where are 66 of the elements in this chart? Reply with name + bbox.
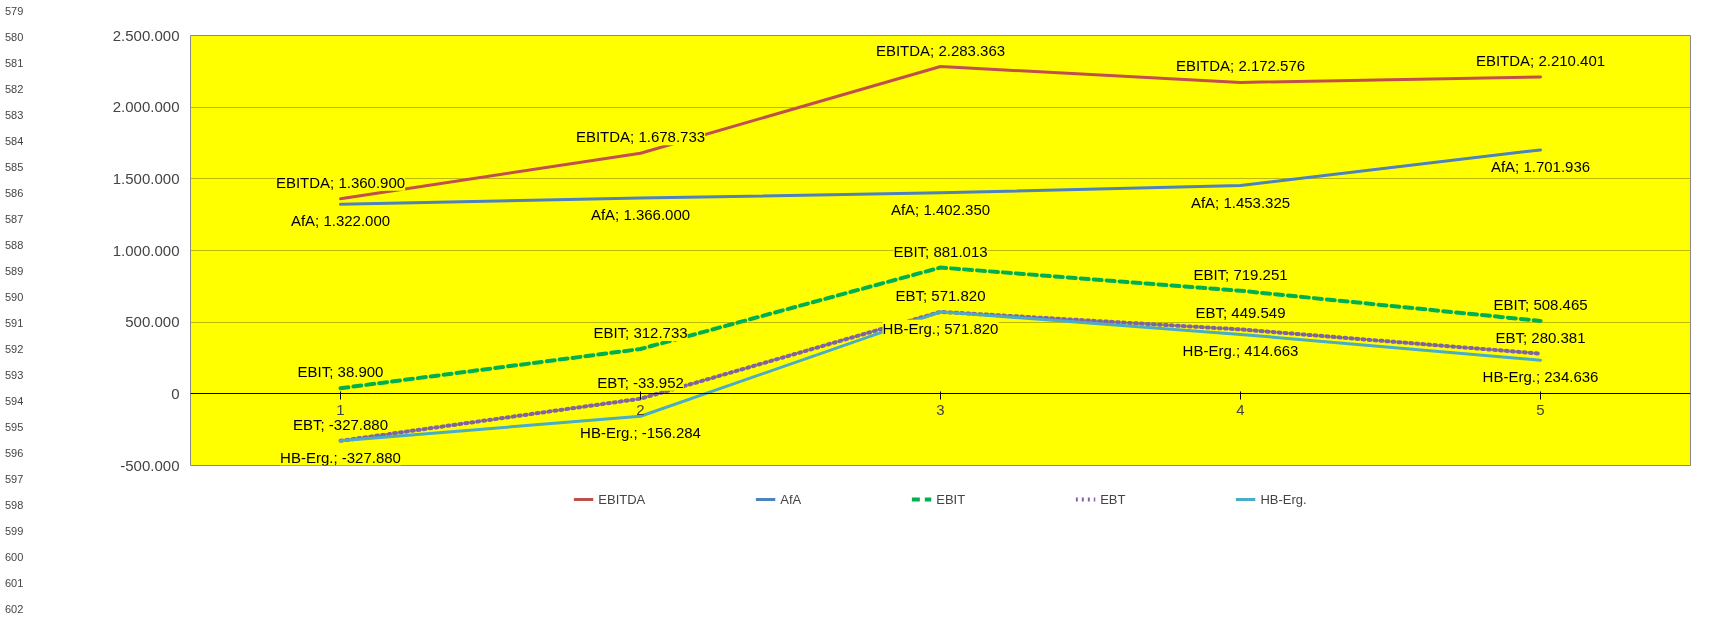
data-label: EBT; 571.820	[895, 286, 986, 304]
text: 585	[5, 161, 24, 175]
text: 582	[5, 83, 24, 97]
legend-label: EBITDA	[598, 491, 646, 507]
data-label: AfA; 1.701.936	[1490, 157, 1591, 175]
text: 595	[5, 421, 24, 435]
legend-label: EBIT	[936, 491, 966, 507]
y-tick-label: -500.000	[120, 456, 180, 474]
data-label: HB-Erg.; -156.284	[580, 424, 701, 442]
y-tick-label: 500.000	[125, 313, 180, 331]
text: 592	[5, 343, 24, 357]
text: 597	[5, 473, 24, 487]
text: 587	[5, 213, 24, 227]
data-label: AfA; 1.366.000	[590, 206, 691, 224]
y-tick-label: 0	[171, 384, 180, 402]
text: 591	[5, 317, 24, 331]
text: 600	[5, 551, 24, 565]
data-label: EBITDA; 2.283.363	[875, 41, 1006, 59]
data-label: EBITDA; 2.210.401	[1475, 52, 1606, 70]
text: 580	[5, 31, 24, 45]
data-label: HB-Erg.; -327.880	[280, 448, 401, 466]
text: 586	[5, 187, 24, 201]
data-label: EBIT; 38.900	[297, 363, 384, 381]
data-label: AfA; 1.453.325	[1190, 193, 1291, 211]
y-tick-label: 2.500.000	[112, 26, 180, 44]
x-tick-label: 5	[1536, 400, 1545, 418]
data-label: EBIT; 719.251	[1193, 265, 1288, 283]
text: 590	[5, 291, 24, 305]
data-label: AfA; 1.402.350	[890, 200, 991, 218]
data-label: EBITDA; 1.360.900	[275, 173, 406, 191]
data-label: EBT; 280.381	[1495, 328, 1586, 346]
x-tick-label: 2	[636, 400, 645, 418]
text: 588	[5, 239, 24, 253]
data-label: EBT; 449.549	[1195, 304, 1286, 322]
data-label: EBITDA; 2.172.576	[1175, 57, 1306, 75]
data-label: EBIT; 312.733	[593, 324, 688, 342]
legend-label: AfA	[780, 491, 802, 507]
data-label: EBIT; 508.465	[1493, 295, 1588, 313]
text: 602	[5, 603, 24, 617]
x-tick-label: 3	[936, 400, 945, 418]
data-label: AfA; 1.322.000	[290, 212, 391, 230]
text: 583	[5, 109, 24, 123]
data-label: HB-Erg.; 571.820	[882, 319, 999, 337]
data-label: EBT; -327.880	[292, 415, 389, 433]
y-tick-label: 1.000.000	[112, 241, 180, 259]
y-tick-label: 1.500.000	[112, 169, 180, 187]
legend-label: EBT	[1100, 491, 1126, 507]
text: 589	[5, 265, 24, 279]
text: 584	[5, 135, 24, 149]
text: 599	[5, 525, 24, 539]
text: 598	[5, 499, 24, 513]
data-label: EBT; -33.952	[597, 373, 684, 391]
y-tick-label: 2.000.000	[112, 98, 180, 116]
text: 596	[5, 447, 24, 461]
data-label: EBITDA; 1.678.733	[575, 128, 706, 146]
x-tick-label: 1	[336, 400, 345, 418]
text: 579	[5, 5, 24, 19]
text: 581	[5, 57, 24, 71]
data-label: HB-Erg.; 414.663	[1182, 342, 1299, 360]
data-label: HB-Erg.; 234.636	[1482, 368, 1599, 386]
text: 594	[5, 395, 24, 409]
text: 593	[5, 369, 24, 383]
x-tick-label: 4	[1236, 400, 1245, 418]
legend-label: HB-Erg.	[1260, 491, 1307, 507]
text: 601	[5, 577, 24, 591]
data-label: EBIT; 881.013	[893, 242, 988, 260]
